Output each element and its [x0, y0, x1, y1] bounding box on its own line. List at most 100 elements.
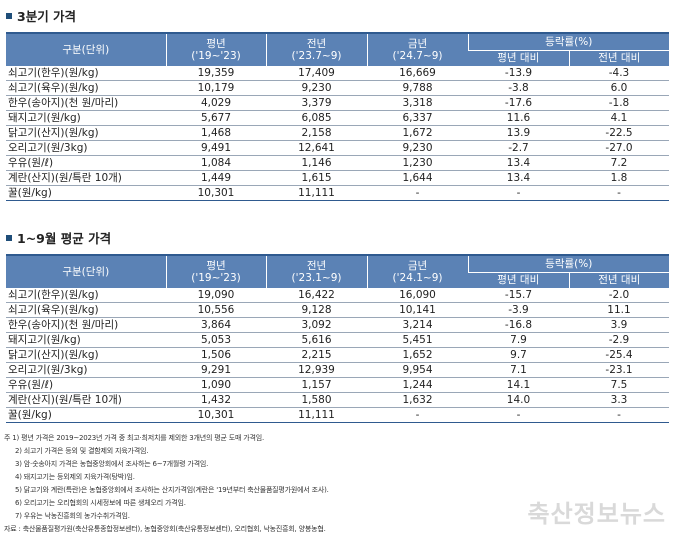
footnote-line: 3) 암·숫송아지 가격은 농협중앙회에서 조사하는 6~7개월령 가격임. [15, 460, 209, 468]
cell-avg: 9,491 [166, 140, 266, 156]
cell-prev: 3,092 [266, 317, 367, 333]
cell-curr: 3,214 [367, 317, 468, 333]
cell-vs-prev: -27.0 [569, 140, 669, 156]
cell-item: 쇠고기(육우)(원/kg) [6, 80, 166, 96]
cell-curr: 1,672 [367, 125, 468, 141]
cell-avg: 1,449 [166, 170, 266, 186]
cell-vs-avg: -3.8 [468, 80, 569, 96]
cell-vs-prev: -2.0 [569, 288, 669, 303]
cell-prev: 6,085 [266, 110, 367, 126]
table-row: 닭고기(산지)(원/kg) 1,506 2,215 1,652 9.7 -25.4 [6, 347, 669, 363]
table-row: 쇠고기(육우)(원/kg) 10,556 9,128 10,141 -3.9 11.1 [6, 302, 669, 318]
col-header-vs-avg: 평년 대비 [468, 271, 569, 288]
col-header-curr: 금년 ('24.1~9) [366, 254, 468, 288]
table-row: 닭고기(산지)(원/kg) 1,468 2,158 1,672 13.9 -22.5 [6, 125, 669, 141]
cell-vs-avg: - [468, 185, 569, 201]
cell-vs-avg: -3.9 [468, 302, 569, 318]
bullet-square-icon [6, 12, 12, 19]
watermark: 축산정보뉴스 [527, 500, 666, 528]
table-row: 꿀(원/kg) 10,301 11,111- - - [6, 407, 669, 423]
cell-curr: 1,644 [367, 170, 468, 186]
cell-avg: 4,029 [166, 95, 266, 111]
col-header-vs-prev: 전년 대비 [568, 271, 669, 288]
table-subheader-row: 평년 대비 전년 대비 [6, 271, 669, 288]
section-title-text: 1~9월 평균 가격 [17, 231, 112, 246]
cell-curr: 1,652 [367, 347, 468, 363]
table-row: 한우(송아지)(천 원/마리) 3,864 3,092 3,214 -16.8 3.9 [6, 317, 669, 333]
cell-prev: 1,146 [266, 155, 367, 171]
cell-item: 돼지고기(원/kg) [6, 110, 166, 126]
cell-avg: 19,090 [166, 288, 266, 303]
cell-item: 돼지고기(원/kg) [6, 332, 166, 348]
footnotes: 주 1) 평년 가격은 2019~2023년 가격 중 최고·최저치를 제외한 … [4, 432, 644, 536]
table-header-row: 구분(단위) 평년 ('19~'23) 전년 ('23.1~9) 금년 ('24.1~… [6, 253, 669, 288]
table-row: 우유(원/ℓ) 1,090 1,157 1,244 14.1 7.5 [6, 377, 669, 393]
cell-prev: 11,111 [266, 407, 367, 423]
table-row: 우유(원/ℓ) 1,084 1,146 1,230 13.4 7.2 [6, 155, 669, 171]
footnote-line: 2) 쇠고기 가격은 등외 및 결함제외 지육가격임. [15, 447, 149, 455]
cell-vs-avg: -15.7 [468, 288, 569, 303]
cell-item: 우유(원/ℓ) [6, 155, 166, 171]
cell-prev: 1,580 [266, 392, 367, 408]
footnote-line: 5) 닭고기와 계란(특란)은 농협중앙회에서 조사하는 산지가격임(계란은 '… [15, 486, 329, 494]
cell-curr: 9,788 [367, 80, 468, 96]
col-header-item: 구분(단위) [6, 254, 166, 288]
cell-avg: 1,432 [166, 392, 266, 408]
cell-item: 쇠고기(육우)(원/kg) [6, 302, 166, 318]
cell-avg: 1,084 [166, 155, 266, 171]
cell-vs-prev: -1.8 [569, 95, 669, 111]
cell-curr: 9,230 [367, 140, 468, 156]
cell-vs-avg: - [468, 407, 569, 423]
cell-item: 오리고기(원/3kg) [6, 362, 166, 378]
table-row: 돼지고기(원/kg) 5,677 6,085 6,337 11.6 4.1 [6, 110, 669, 126]
footnote-line: 6) 오리고기는 오리협회의 시세정보에 따른 생체오리 가격임. [15, 499, 186, 507]
cell-vs-prev: -25.4 [569, 347, 669, 363]
table-header-row: 구분(단위) 평년 ('19~'23) 전년 ('23.7~9) 금년 ('24.7~… [6, 31, 669, 66]
cell-curr: 3,318 [367, 95, 468, 111]
cell-curr: 9,954 [367, 362, 468, 378]
col-header-prev: 전년 ('23.1~9) [265, 254, 367, 288]
cell-vs-avg: 9.7 [468, 347, 569, 363]
cell-avg: 9,291 [166, 362, 266, 378]
cell-vs-avg: -17.6 [468, 95, 569, 111]
cell-item: 쇠고기(한우)(원/kg) [6, 288, 166, 303]
cell-vs-avg: 11.6 [468, 110, 569, 126]
table-subheader-row: 평년 대비 전년 대비 [6, 49, 669, 66]
col-header-curr: 금년 ('24.7~9) [366, 32, 468, 66]
price-table-q3: 구분(단위) 평년 ('19~'23) 전년 ('23.7~9) 금년 ('24.7~… [6, 31, 669, 201]
cell-vs-prev: 3.9 [569, 317, 669, 333]
col-header-avg: 평년 ('19~'23) [165, 254, 266, 288]
table-row: 계란(산지)(원/특란 10개) 1,432 1,580 1,632 14.0 3.3 [6, 392, 669, 408]
cell-avg: 10,301 [166, 407, 266, 423]
table-row: 쇠고기(한우)(원/kg) 19,359 17,409 16,669 -13.9 -4.3 [6, 66, 669, 81]
cell-vs-prev: 7.5 [569, 377, 669, 393]
cell-vs-prev: - [569, 407, 669, 423]
cell-prev: 16,422 [266, 288, 367, 303]
table-row: 쇠고기(한우)(원/kg) 19,090 16,422 16,090 -15.7 -2.0 [6, 288, 669, 303]
cell-item: 꿀(원/kg) [6, 185, 166, 201]
cell-avg: 10,556 [166, 302, 266, 318]
cell-vs-prev: 4.1 [569, 110, 669, 126]
section-title-text: 3분기 가격 [17, 9, 77, 24]
cell-prev: 9,230 [266, 80, 367, 96]
cell-vs-avg: 13.4 [468, 155, 569, 171]
cell-vs-prev: 11.1 [569, 302, 669, 318]
cell-item: 한우(송아지)(천 원/마리) [6, 95, 166, 111]
table-row: 꿀(원/kg) 10,301 11,111- - - [6, 185, 669, 201]
cell-avg: 10,301 [166, 185, 266, 201]
cell-prev: 5,616 [266, 332, 367, 348]
col-header-prev: 전년 ('23.7~9) [265, 32, 367, 66]
cell-curr: - [367, 185, 468, 201]
cell-item: 우유(원/ℓ) [6, 377, 166, 393]
cell-vs-avg: 13.4 [468, 170, 569, 186]
cell-avg: 10,179 [166, 80, 266, 96]
cell-item: 꿀(원/kg) [6, 407, 166, 423]
table-row: 오리고기(원/3kg) 9,491 12,641 9,230 -2.7 -27.0 [6, 140, 669, 156]
cell-vs-avg: -2.7 [468, 140, 569, 156]
col-header-item: 구분(단위) [6, 32, 166, 66]
section-title-q3: 3분기 가격 [6, 6, 76, 25]
col-header-vs-avg: 평년 대비 [468, 49, 569, 66]
col-header-change: 등락률(%) [467, 31, 669, 51]
cell-vs-prev: -23.1 [569, 362, 669, 378]
cell-item: 쇠고기(한우)(원/kg) [6, 66, 166, 81]
